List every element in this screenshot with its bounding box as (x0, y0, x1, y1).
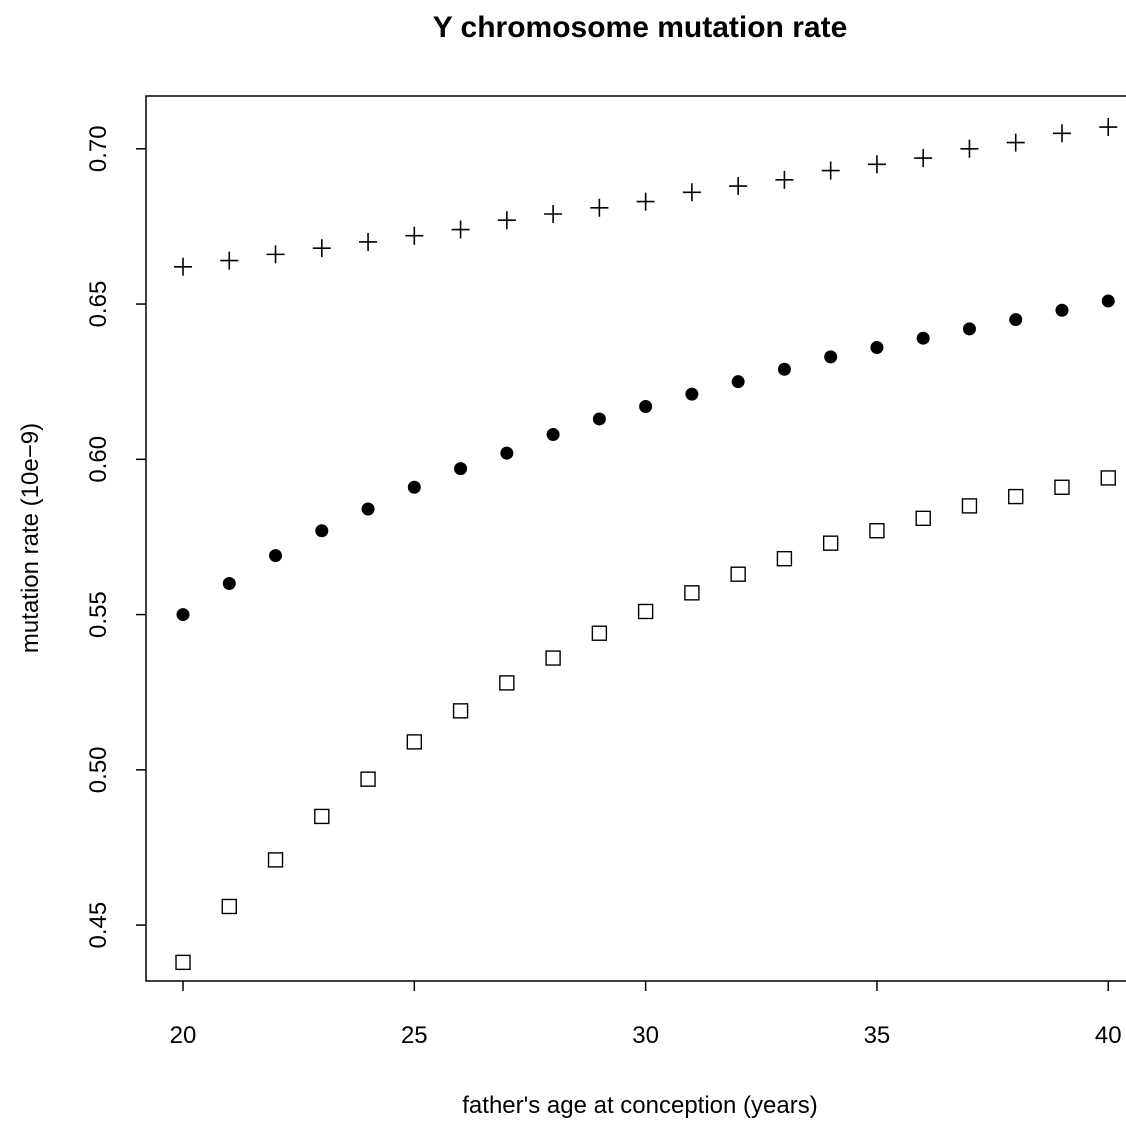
data-point-square (499, 675, 515, 691)
data-point-circle (639, 400, 653, 414)
data-point-square (1054, 479, 1070, 495)
y-tick-label: 0.60 (85, 436, 112, 483)
data-point-square (822, 535, 839, 551)
data-point-square (730, 566, 746, 582)
x-tick-label: 30 (632, 1022, 659, 1049)
chart-title: Y chromosome mutation rate (433, 11, 848, 44)
data-point-square (406, 734, 423, 750)
x-tick-label: 35 (864, 1022, 891, 1049)
data-point-square (1100, 470, 1116, 486)
data-point-circle (407, 480, 421, 494)
data-point-circle (222, 577, 236, 591)
data-point-circle (870, 341, 884, 355)
data-point-circle (731, 375, 745, 389)
data-point-plus (1099, 118, 1118, 137)
data-point-plus (775, 170, 794, 189)
x-tick-label: 40 (1095, 1022, 1122, 1049)
data-point-plus (405, 226, 424, 245)
data-point-circle (454, 462, 468, 476)
data-point-square (314, 808, 330, 825)
y-tick-label: 0.65 (85, 281, 112, 328)
data-point-circle (269, 549, 283, 563)
data-point-plus (636, 192, 655, 211)
data-point-plus (867, 155, 886, 174)
data-point-plus (359, 232, 378, 251)
data-point-square (221, 898, 237, 915)
data-point-plus (451, 220, 470, 239)
plot-frame (145, 95, 1126, 982)
data-point-plus (960, 139, 979, 158)
y-tick-label: 0.70 (85, 125, 112, 172)
data-point-square (637, 603, 654, 620)
data-point-circle (500, 446, 514, 460)
data-point-square (545, 650, 561, 666)
data-point-plus (266, 245, 285, 264)
data-point-plus (220, 251, 239, 270)
data-point-circle (1009, 313, 1023, 327)
data-point-plus (1006, 133, 1025, 152)
data-point-circle (685, 387, 699, 401)
data-point-circle (1101, 294, 1115, 308)
data-point-square (961, 498, 978, 514)
x-tick-label: 20 (170, 1022, 197, 1049)
data-point-plus (174, 257, 193, 276)
x-axis: 20 25 30 35 40 (170, 981, 1122, 1049)
data-point-square (452, 703, 469, 719)
data-point-plus (821, 161, 840, 180)
data-point-circle (1055, 303, 1069, 317)
data-point-square (776, 550, 793, 567)
series-3 (175, 470, 1116, 971)
y-tick-label: 0.55 (85, 591, 112, 638)
data-point-circle (546, 427, 560, 441)
data-point-circle (176, 608, 190, 622)
data-point-plus (544, 205, 563, 223)
data-point-circle (777, 362, 791, 376)
data-point-square (684, 585, 700, 601)
data-point-plus (312, 239, 331, 258)
data-point-plus (914, 149, 933, 168)
data-point-circle (361, 502, 375, 516)
y-axis: 0.45 0.50 0.55 0.60 0.65 0.70 (85, 125, 146, 948)
data-point-square (591, 625, 608, 641)
data-point-square (360, 771, 376, 787)
data-point-plus (729, 177, 748, 196)
y-tick-label: 0.50 (85, 746, 112, 793)
data-point-circle (824, 350, 838, 364)
data-point-circle (592, 412, 606, 426)
data-point-square (267, 852, 284, 868)
data-point-square (1008, 488, 1024, 505)
y-tick-label: 0.45 (85, 902, 112, 949)
data-point-plus (497, 211, 516, 230)
x-tick-label: 25 (401, 1022, 428, 1049)
x-axis-label: father's age at conception (years) (462, 1092, 817, 1119)
data-point-circle (916, 331, 930, 345)
data-point-plus (682, 183, 701, 202)
data-point-square (869, 523, 885, 539)
data-points (174, 118, 1118, 971)
data-point-circle (315, 524, 329, 538)
data-point-circle (962, 322, 976, 336)
data-point-plus (590, 198, 609, 217)
series-2 (176, 294, 1115, 622)
data-point-square (175, 954, 191, 971)
data-point-plus (1052, 124, 1071, 143)
y-axis-label: mutation rate (10e−9) (17, 423, 44, 653)
series-1 (174, 118, 1118, 276)
data-point-square (915, 510, 931, 527)
